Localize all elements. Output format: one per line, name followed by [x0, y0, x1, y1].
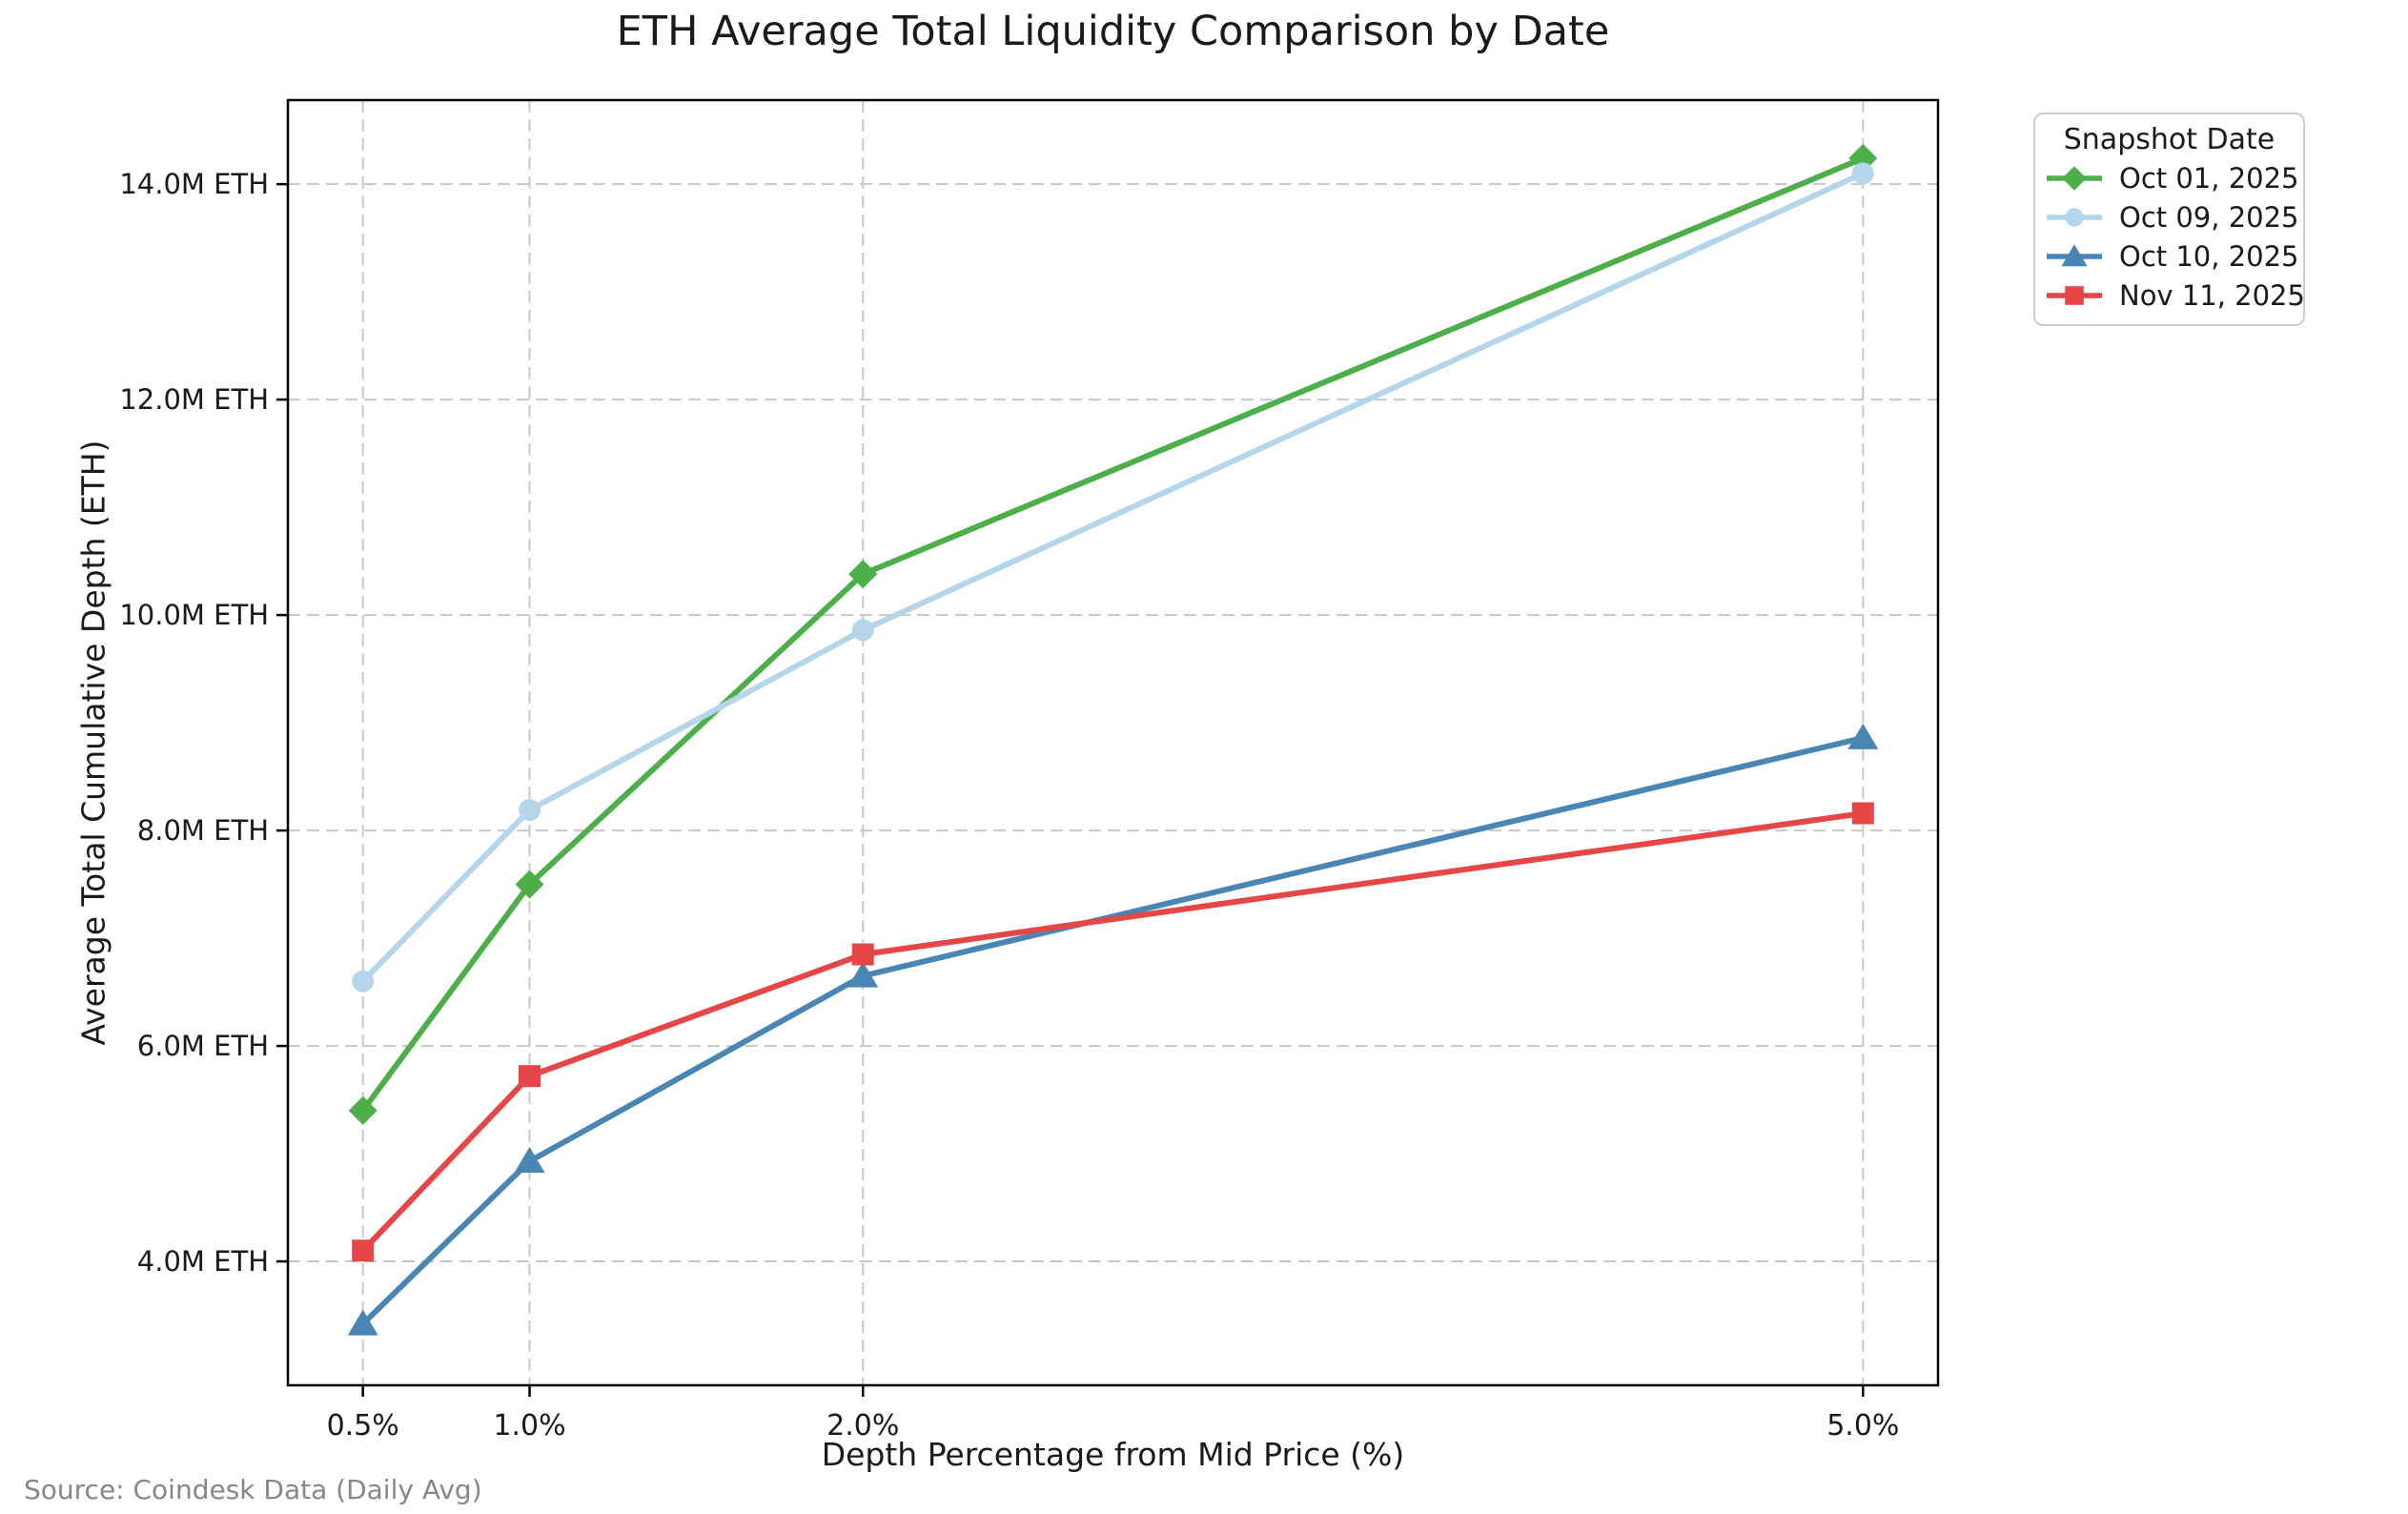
series-oct-01-2025: [348, 144, 1878, 1125]
legend-rows: Oct 01, 2025 Oct 09, 2025 Oct 10, 2025 Nov …: [2045, 158, 2305, 315]
triangle-up-marker: [2061, 243, 2088, 266]
triangle-up-marker: [847, 961, 879, 988]
legend-swatch-triangle-up: [2047, 243, 2102, 266]
diamond-marker: [515, 870, 544, 899]
x-tick-label: 5.0%: [1826, 1409, 1899, 1442]
circle-marker: [352, 970, 375, 992]
series-oct-10-2025: [347, 723, 1879, 1336]
square-marker: [2065, 285, 2084, 305]
legend-swatch-circle: [2047, 207, 2102, 227]
circle-marker: [1851, 162, 1874, 185]
legend-swatch-diamond: [2047, 165, 2102, 191]
square-marker: [1851, 802, 1874, 825]
series-nov-11-2025: [352, 802, 1874, 1262]
y-tick-label: 6.0M ETH: [137, 1030, 269, 1062]
y-tick-label: 8.0M ETH: [137, 814, 269, 847]
y-axis-label: Average Total Cumulative Depth (ETH): [74, 440, 112, 1046]
series-oct-09-2025: [352, 162, 1874, 992]
y-tick-label: 10.0M ETH: [119, 599, 269, 631]
legend-item: Oct 01, 2025: [2045, 158, 2299, 197]
legend: Snapshot Date Oct 01, 2025 Oct 09, 2025 Oc…: [2033, 113, 2305, 326]
square-marker: [851, 943, 874, 966]
legend-label: Oct 10, 2025: [2119, 239, 2299, 273]
gridlines: [288, 100, 1938, 1385]
circle-marker: [519, 799, 541, 822]
circle-marker: [2065, 207, 2084, 227]
y-tick-label: 4.0M ETH: [137, 1245, 269, 1278]
legend-title: Snapshot Date: [2063, 123, 2275, 156]
legend-item: Oct 09, 2025: [2045, 197, 2299, 236]
triangle-up-marker: [1847, 723, 1879, 749]
x-tick-label: 0.5%: [327, 1409, 399, 1442]
triangle-up-marker: [514, 1146, 545, 1173]
diamond-marker: [848, 560, 878, 589]
plot-border: [286, 98, 1940, 1387]
legend-item: Nov 11, 2025: [2045, 276, 2305, 315]
source-note: Source: Coindesk Data (Daily Avg): [24, 1474, 482, 1505]
legend-swatch-square: [2047, 285, 2102, 305]
x-axis-label: Depth Percentage from Mid Price (%): [821, 1436, 1405, 1473]
legend-label: Nov 11, 2025: [2119, 278, 2305, 312]
legend-item: Oct 10, 2025: [2045, 236, 2299, 276]
square-marker: [519, 1065, 541, 1088]
diamond-marker: [2062, 165, 2087, 191]
x-tick-label: 1.0%: [493, 1409, 565, 1442]
axis-ticks: 0.5% 1.0% 2.0% 5.0% 4.0M ETH 6.0M ETH 8.0M ETH…: [119, 168, 1899, 1442]
square-marker: [352, 1239, 375, 1262]
chart-title: ETH Average Total Liquidity Comparison b…: [616, 8, 1610, 55]
circle-marker: [851, 619, 874, 642]
triangle-up-marker: [347, 1309, 378, 1336]
legend-label: Oct 01, 2025: [2119, 161, 2299, 194]
y-tick-label: 14.0M ETH: [119, 168, 269, 200]
x-tick-label: 2.0%: [826, 1409, 899, 1442]
y-tick-label: 12.0M ETH: [119, 383, 269, 416]
diamond-marker: [348, 1095, 378, 1125]
legend-label: Oct 09, 2025: [2119, 200, 2299, 234]
